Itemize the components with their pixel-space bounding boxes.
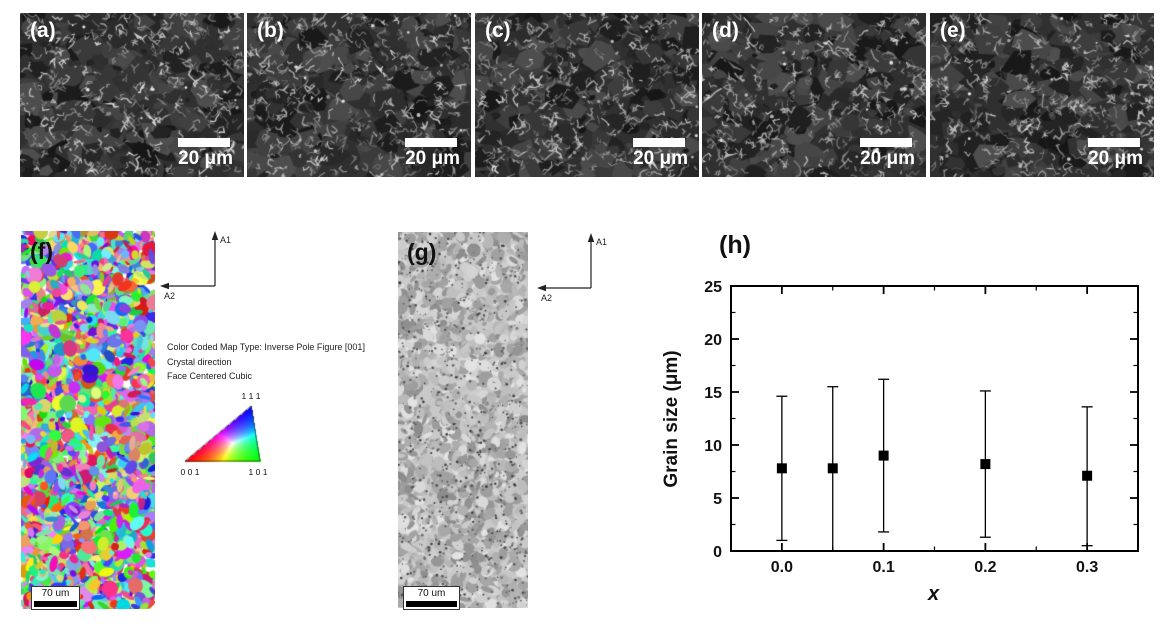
panel-label: (d) — [712, 19, 739, 42]
scale-bar — [633, 138, 685, 147]
image-quality-map-image — [398, 232, 528, 608]
arrow-up-icon — [211, 231, 219, 240]
scale-bar-label: 70 um — [417, 588, 446, 599]
x-tick-label: 0.2 — [974, 559, 996, 576]
ipf-label-111: 1 1 1 — [241, 391, 261, 401]
legend-crystal-direction: Crystal direction — [167, 357, 232, 367]
panel-label: (a) — [30, 19, 56, 42]
y-tick-label: 5 — [713, 491, 722, 508]
ipf-orientation-map-image — [21, 231, 155, 609]
ipf-axes — [160, 231, 219, 290]
scale-bar-label: 20 μm — [178, 148, 233, 169]
scale-bar — [178, 138, 230, 147]
y-tick-label: 10 — [704, 438, 722, 455]
axis-label-a1: A1 — [220, 235, 232, 245]
y-tick-label: 20 — [704, 332, 722, 349]
data-point-marker — [1082, 470, 1093, 481]
scale-bar-label: 20 μm — [633, 148, 688, 169]
sem-panel-e: (e) 20 μm — [930, 13, 1154, 177]
sem-micrograph-image — [930, 13, 1154, 177]
scale-bar — [1088, 138, 1140, 147]
sem-micrograph-image — [20, 13, 244, 177]
arrow-left-icon — [160, 282, 169, 290]
axis-label-a2: A2 — [164, 291, 176, 301]
panel-label: (c) — [485, 19, 511, 42]
data-point-marker — [878, 450, 889, 461]
sem-panel-d: (d) 20 μm — [702, 13, 926, 177]
scale-bar — [405, 138, 457, 147]
ipf-map-panel: (f) 70 um — [21, 231, 155, 610]
iq-axes — [537, 233, 595, 292]
sem-micrograph-image — [475, 13, 699, 177]
arrow-up-icon — [587, 233, 595, 242]
y-tick-label: 15 — [704, 385, 722, 402]
legend-crystal-system: Face Centered Cubic — [167, 371, 253, 381]
sem-panel-b: (b) 20 μm — [247, 13, 471, 177]
axis-label-a1: A1 — [596, 237, 608, 247]
panel-label: (e) — [940, 19, 966, 42]
sem-micrograph-image — [247, 13, 471, 177]
scale-bar: 70 um — [31, 586, 80, 610]
legend-map-type: Color Coded Map Type: Inverse Pole Figur… — [167, 342, 365, 352]
scale-bar-label: 20 μm — [860, 148, 915, 169]
axis-label-a2: A2 — [541, 293, 553, 303]
scale-bar — [860, 138, 912, 147]
panel-label: (h) — [719, 231, 751, 259]
y-tick-label: 25 — [704, 279, 722, 296]
panel-label: (b) — [257, 19, 284, 42]
iq-map-panel: (g) 70 um — [398, 232, 528, 610]
scale-bar-line — [34, 601, 77, 607]
chart-x-axis-title: x — [928, 583, 940, 605]
data-point-marker — [827, 463, 838, 474]
ipf-label-001: 0 0 1 — [180, 467, 200, 477]
sem-micrograph-image — [702, 13, 926, 177]
grain-size-chart: 0.0 0.1 0.2 0.3 0 5 10 15 20 25 — [704, 279, 1139, 576]
scale-bar: 70 um — [403, 586, 460, 610]
x-tick-label: 0.3 — [1076, 559, 1098, 576]
ipf-color-triangle — [183, 402, 263, 464]
scale-bar-label: 20 μm — [1088, 148, 1143, 169]
sem-panel-a: (a) 20 μm — [20, 13, 244, 177]
x-tick-label: 0.1 — [873, 559, 895, 576]
panel-label: (f) — [30, 238, 53, 264]
y-tick-label: 0 — [713, 544, 722, 561]
data-point-marker — [776, 463, 787, 474]
sem-panel-c: (c) 20 μm — [475, 13, 699, 177]
plot-border — [730, 285, 1139, 552]
arrow-left-icon — [537, 284, 546, 292]
panel-label: (g) — [407, 239, 437, 265]
scale-bar-label: 70 um — [41, 588, 70, 599]
scale-bar-label: 20 μm — [405, 148, 460, 169]
scale-bar-line — [406, 601, 457, 607]
x-tick-label: 0.0 — [771, 559, 793, 576]
data-point-marker — [980, 459, 991, 470]
ipf-label-101: 1 0 1 — [248, 467, 268, 477]
